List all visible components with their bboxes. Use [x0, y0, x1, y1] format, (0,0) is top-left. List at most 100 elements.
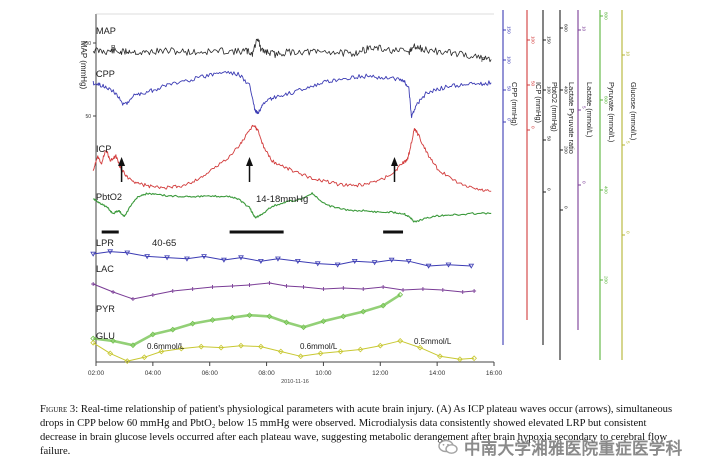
data-point — [317, 350, 324, 357]
data-point — [221, 257, 227, 263]
left-tick-label: 50 — [85, 114, 91, 120]
right-axis-title: Lactate Pyruvate ratio — [567, 82, 576, 154]
data-point — [230, 284, 235, 288]
watermark-text: 中南大学湘雅医院重症医学科 — [464, 439, 683, 458]
data-point — [341, 286, 346, 290]
data-point — [334, 262, 341, 268]
marker-label: P — [481, 57, 486, 64]
series-map — [92, 38, 492, 63]
label-layer: MAP CPP ICP PbtO2 LPR LAC PYR GLU 14-18mmHg 40-65… — [96, 26, 486, 351]
right-axis-title: ICP (mmHg) — [534, 82, 543, 123]
annotation: 14-18mmHg — [256, 194, 308, 205]
series-line — [92, 124, 492, 192]
data-point — [247, 283, 252, 287]
arrow-head — [118, 157, 126, 166]
right-axis-title: Glucose (mmol/L) — [629, 82, 638, 140]
x-tick-label: 08:00 — [258, 370, 275, 377]
marker-label: B — [111, 45, 116, 52]
caption-text: Real-time relationship of patient's phys… — [40, 404, 673, 457]
data-point — [397, 291, 404, 298]
right-axis-tick-label: 400 — [604, 186, 609, 194]
data-point — [111, 290, 116, 294]
right-axis: 100 50 0 ICP (mmHg) — [526, 10, 543, 320]
series-pyruvate — [90, 291, 404, 349]
data-point — [357, 346, 364, 353]
series-line — [92, 70, 492, 119]
data-point — [371, 260, 378, 266]
trace-label-glu: GLU — [96, 331, 115, 341]
trace-label-icp: ICP — [96, 144, 111, 154]
data-point — [360, 308, 367, 315]
annotation: 40-65 — [152, 238, 176, 249]
right-axis: 10 5 0 Lactate (mmol/L) — [577, 10, 594, 330]
data-point — [90, 251, 97, 257]
data-point — [440, 288, 445, 292]
right-axis: 150 100 50 0 PbtO2 (mmHg) — [542, 10, 559, 345]
data-point — [91, 282, 96, 286]
data-point — [229, 314, 236, 321]
trace-label-cpp: CPP — [96, 69, 115, 79]
series-pbto2 — [92, 192, 492, 223]
figure-caption: Figure 3: Real-time relationship of pati… — [40, 403, 680, 459]
data-point — [294, 259, 301, 264]
data-point — [209, 317, 216, 323]
right-axis-tick-label: 5 — [626, 141, 631, 144]
wechat-icon — [438, 439, 458, 454]
data-point — [337, 348, 344, 355]
watermark: 中南大学湘雅医院重症医学科 — [438, 435, 682, 459]
data-point — [437, 353, 443, 360]
right-axis-title: PbtO2 (mmHg) — [550, 82, 559, 132]
data-point — [130, 342, 136, 349]
right-axis-tick-label: 100 — [547, 86, 552, 94]
series-lactate — [91, 281, 477, 301]
arrow-head — [391, 157, 398, 166]
data-point — [380, 302, 386, 309]
data-point — [184, 256, 190, 262]
right-axis: 600 400 200 0 Lactate Pyruvate ratio — [559, 10, 576, 360]
data-point — [190, 287, 195, 291]
data-point — [170, 289, 175, 293]
series-layer — [90, 38, 492, 364]
data-point — [107, 249, 114, 255]
data-point — [110, 338, 116, 344]
data-point — [189, 320, 196, 327]
data-point — [321, 287, 326, 291]
data-point — [320, 318, 327, 325]
right-axis-tick-label: 0 — [564, 206, 569, 209]
data-point — [460, 290, 465, 294]
data-point — [107, 350, 114, 357]
trace-label-lac: LAC — [96, 264, 114, 274]
annotation: 0.6mmol/L — [300, 342, 338, 351]
data-point — [141, 354, 148, 361]
data-point — [169, 326, 176, 333]
right-axis-tick-label: 50 — [547, 136, 552, 142]
data-point — [144, 254, 151, 260]
data-point — [283, 319, 290, 326]
data-point — [267, 281, 272, 285]
data-point — [314, 261, 321, 267]
data-point — [246, 312, 253, 319]
series-icp — [92, 124, 492, 192]
right-axis-tick-label: 200 — [604, 276, 609, 284]
data-point — [266, 313, 273, 320]
data-point — [425, 263, 432, 269]
right-axis: 10 5 0 Glucose (mmol/L) — [621, 10, 638, 360]
data-point — [361, 287, 366, 291]
series-line — [92, 340, 475, 362]
x-tick-label: 04:00 — [145, 370, 162, 377]
right-axis-tick-label: 400 — [564, 86, 569, 94]
data-point — [124, 358, 131, 364]
right-axis-tick-label: 150 — [507, 26, 512, 34]
right-axis-tick-label: 150 — [547, 36, 552, 44]
right-axis-tick-label: 10 — [626, 51, 631, 57]
right-axis-tick-label: 0 — [547, 188, 552, 191]
left-tick-label: 100 — [83, 41, 92, 47]
series-line — [93, 251, 472, 267]
annotation: 0.6mmol/L — [147, 342, 185, 351]
x-tick-label: 10:00 — [315, 370, 332, 377]
series-line — [92, 192, 492, 223]
right-axis-tick-label: 100 — [507, 56, 512, 64]
series-glucose — [90, 337, 477, 364]
